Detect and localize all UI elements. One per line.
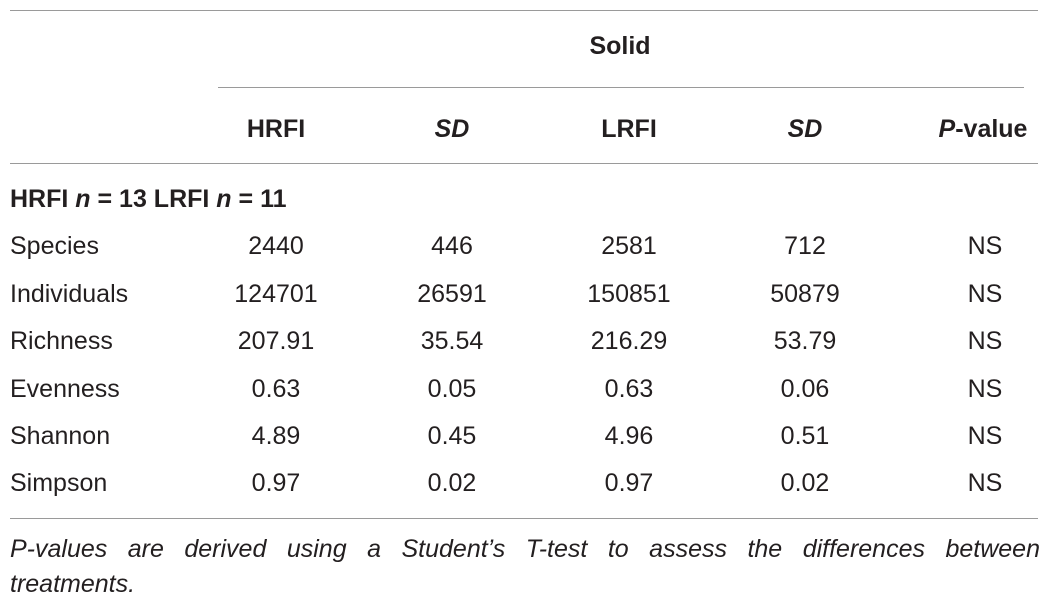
cell-sd-hrfi: 26591 [417, 280, 487, 308]
cell-sd-hrfi: 446 [431, 232, 473, 260]
bottom-rule [10, 518, 1038, 519]
row-label: Richness [10, 327, 113, 355]
cell-sd-hrfi: 0.05 [427, 375, 477, 403]
cell-p-value: NS [967, 280, 1003, 308]
cell-p-value: NS [967, 422, 1003, 450]
solid-span-rule [218, 87, 1024, 88]
cell-p-value: NS [967, 327, 1003, 355]
p-italic: P [938, 115, 956, 143]
cell-hrfi: 4.89 [251, 422, 301, 450]
cell-sd-lrfi: 53.79 [773, 327, 837, 355]
col-header-sd-hrfi: SD [434, 115, 470, 143]
spanning-header-solid: Solid [589, 32, 651, 60]
col-header-hrfi: HRFI [246, 115, 306, 143]
cell-sd-lrfi: 0.02 [780, 469, 830, 497]
col-header-lrfi: LRFI [601, 115, 657, 143]
p-rest: -value [955, 115, 1028, 143]
cell-lrfi: 0.97 [604, 469, 654, 497]
cell-hrfi: 2440 [248, 232, 304, 260]
group-label-n1: n [75, 185, 91, 213]
header-rule [10, 163, 1038, 164]
row-label: Species [10, 232, 99, 260]
cell-sd-lrfi: 0.51 [780, 422, 830, 450]
group-label-b: = 13 LRFI [90, 185, 217, 213]
row-label: Individuals [10, 280, 129, 308]
cell-hrfi: 124701 [234, 280, 318, 308]
row-label: Shannon [10, 422, 111, 450]
cell-hrfi: 207.91 [237, 327, 315, 355]
cell-lrfi: 150851 [587, 280, 671, 308]
cell-hrfi: 0.97 [251, 469, 301, 497]
group-label-c: = 11 [231, 185, 287, 213]
group-label: HRFI n = 13 LRFI n = 11 [10, 184, 287, 214]
table-footnote: P-values are derived using a Student’s T… [10, 532, 1040, 602]
cell-sd-hrfi: 0.45 [427, 422, 477, 450]
group-label-a: HRFI [10, 185, 76, 213]
cell-hrfi: 0.63 [251, 375, 301, 403]
cell-lrfi: 2581 [601, 232, 657, 260]
cell-p-value: NS [967, 375, 1003, 403]
col-header-p-value: P-value [939, 114, 1028, 144]
cell-sd-lrfi: 0.06 [780, 375, 830, 403]
group-label-n2: n [216, 185, 232, 213]
cell-sd-lrfi: 712 [784, 232, 826, 260]
cell-sd-hrfi: 0.02 [427, 469, 477, 497]
cell-p-value: NS [967, 232, 1003, 260]
cell-p-value: NS [967, 469, 1003, 497]
cell-lrfi: 0.63 [604, 375, 654, 403]
cell-lrfi: 216.29 [590, 327, 668, 355]
row-label: Evenness [10, 375, 120, 403]
cell-lrfi: 4.96 [604, 422, 654, 450]
col-header-sd-lrfi: SD [787, 115, 823, 143]
cell-sd-lrfi: 50879 [770, 280, 840, 308]
cell-sd-hrfi: 35.54 [420, 327, 484, 355]
row-label: Simpson [10, 469, 108, 497]
top-rule [10, 10, 1038, 11]
footnote-line-2: treatments. [10, 570, 136, 598]
footnote-line-1: P-values are derived using a Student’s T… [10, 535, 1040, 563]
